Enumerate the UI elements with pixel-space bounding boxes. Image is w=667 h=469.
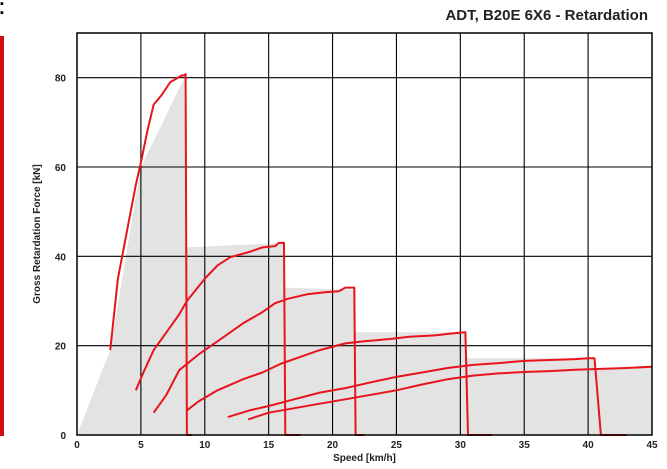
x-tick-label: 25 [391,440,403,451]
y-tick-label: 20 [55,342,67,353]
y-tick-label: 0 [60,431,66,442]
series-lines [109,73,653,436]
series-line-6 [247,365,653,421]
plot-frame [76,32,653,436]
series-line-3 [152,286,365,436]
y-axis-label: Gross Retardation Force [kN] [32,164,43,303]
x-tick-label: 15 [263,440,275,451]
x-tick-label: 40 [583,440,595,451]
chart-grid [77,33,652,435]
x-tick-labels: 0 5 10 15 20 25 30 35 40 45 [74,440,658,451]
series-line-2 [134,241,301,436]
x-tick-label: 10 [199,440,211,451]
series-line-1 [109,73,192,436]
x-tick-label: 5 [138,440,144,451]
x-tick-label: 20 [327,440,339,451]
y-tick-label: 40 [55,252,67,263]
chart-title: ADT, B20E 6X6 - Retardation [445,7,648,24]
x-tick-label: 45 [646,440,658,451]
x-axis-label: Speed [km/h] [333,453,396,464]
series-line-5 [227,357,627,436]
x-tick-label: 0 [74,440,80,451]
y-tick-label: 80 [55,74,67,85]
y-tick-label: 60 [55,163,67,174]
x-tick-label: 35 [519,440,531,451]
x-tick-label: 30 [455,440,467,451]
y-tick-labels: 0 20 40 60 80 [55,74,67,442]
left-red-strip [0,36,4,436]
series-line-4 [186,331,493,436]
left-edge-decoration: ▪ ▪ [0,0,4,19]
retardation-envelope-area [77,75,652,436]
